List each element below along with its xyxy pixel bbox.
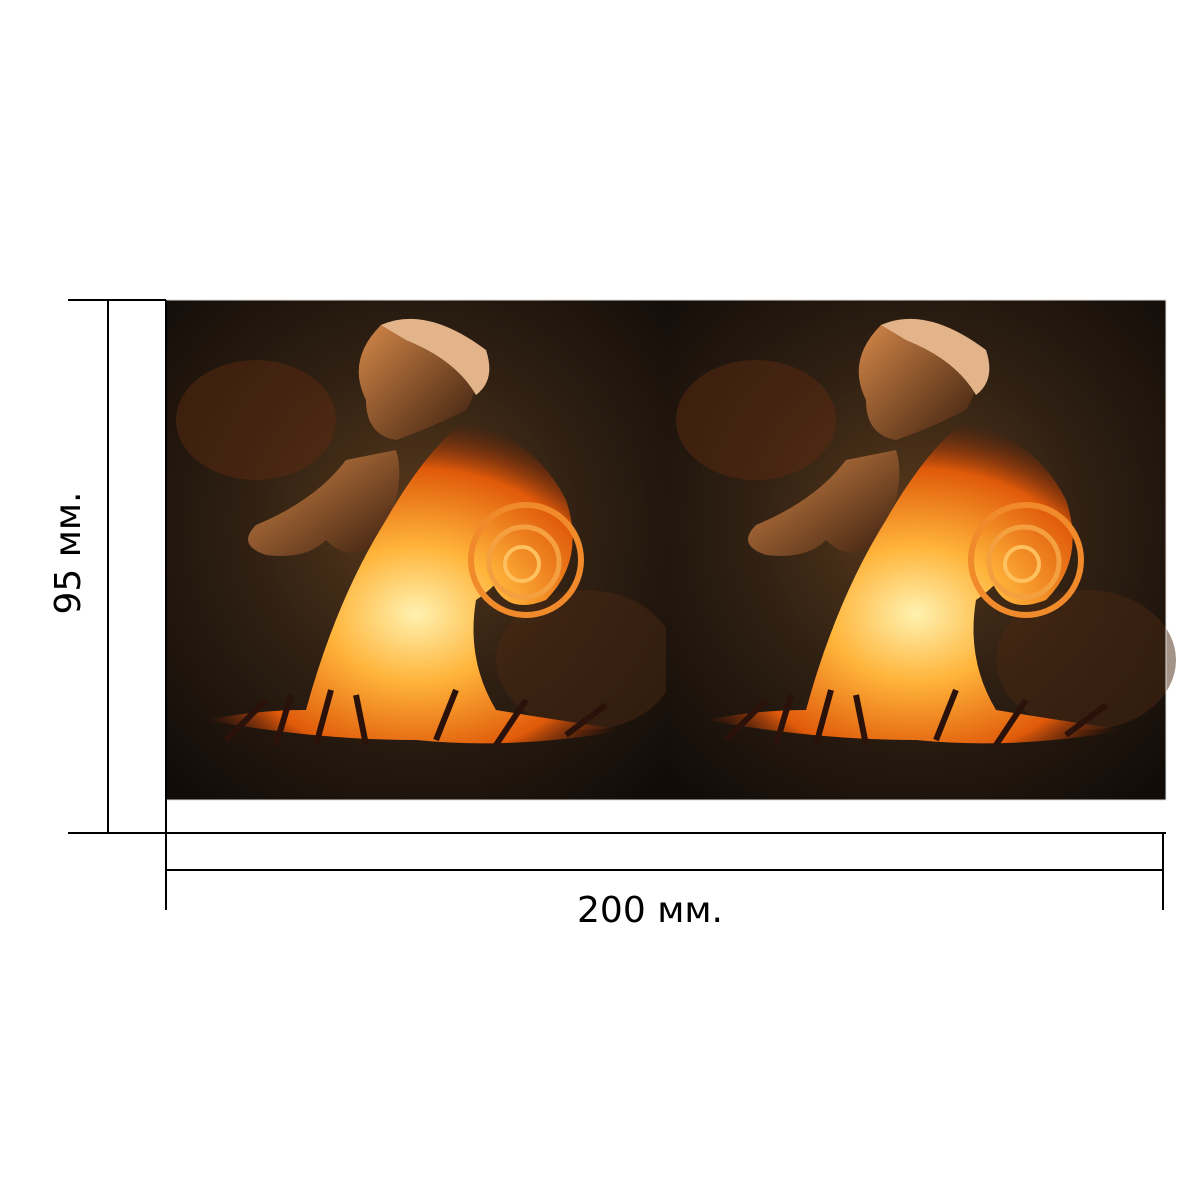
height-label: 95 мм. xyxy=(48,491,89,614)
print-image-right xyxy=(666,300,1176,800)
width-label: 200 мм. xyxy=(577,890,723,931)
height-dimension: 95 мм. xyxy=(48,299,1166,834)
print-image-left xyxy=(166,300,676,800)
width-dimension: 200 мм. xyxy=(165,833,1164,931)
